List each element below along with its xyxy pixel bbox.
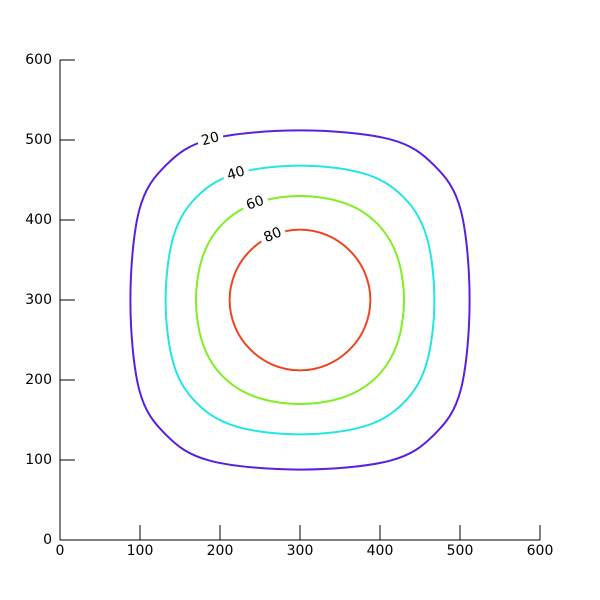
contour-label-bg bbox=[195, 127, 226, 152]
x-tick-label: 300 bbox=[287, 543, 314, 559]
contour-line bbox=[194, 194, 406, 406]
y-tick-label: 100 bbox=[25, 452, 52, 468]
contour-label-bg bbox=[220, 161, 252, 186]
contour-label-bg bbox=[257, 221, 289, 249]
contour-line bbox=[164, 164, 436, 436]
contour-label: 60 bbox=[244, 193, 266, 214]
x-tick-label: 0 bbox=[56, 543, 65, 559]
contour-label: 40 bbox=[225, 163, 247, 183]
y-tick-label: 500 bbox=[25, 132, 52, 148]
contour-label: 80 bbox=[261, 224, 284, 246]
contour-label: 20 bbox=[200, 129, 221, 149]
y-tick-label: 0 bbox=[43, 532, 52, 548]
y-tick-label: 400 bbox=[25, 212, 52, 228]
x-tick-label: 400 bbox=[367, 543, 394, 559]
x-tick-label: 600 bbox=[527, 543, 554, 559]
contour-label-bg bbox=[239, 190, 271, 217]
x-tick-label: 500 bbox=[447, 543, 474, 559]
x-tick-label: 100 bbox=[127, 543, 154, 559]
y-tick-label: 200 bbox=[25, 372, 52, 388]
contour-line bbox=[228, 228, 372, 372]
contour-line bbox=[129, 129, 471, 471]
y-tick-label: 600 bbox=[25, 52, 52, 68]
y-tick-label: 300 bbox=[25, 292, 52, 308]
x-tick-label: 200 bbox=[207, 543, 234, 559]
